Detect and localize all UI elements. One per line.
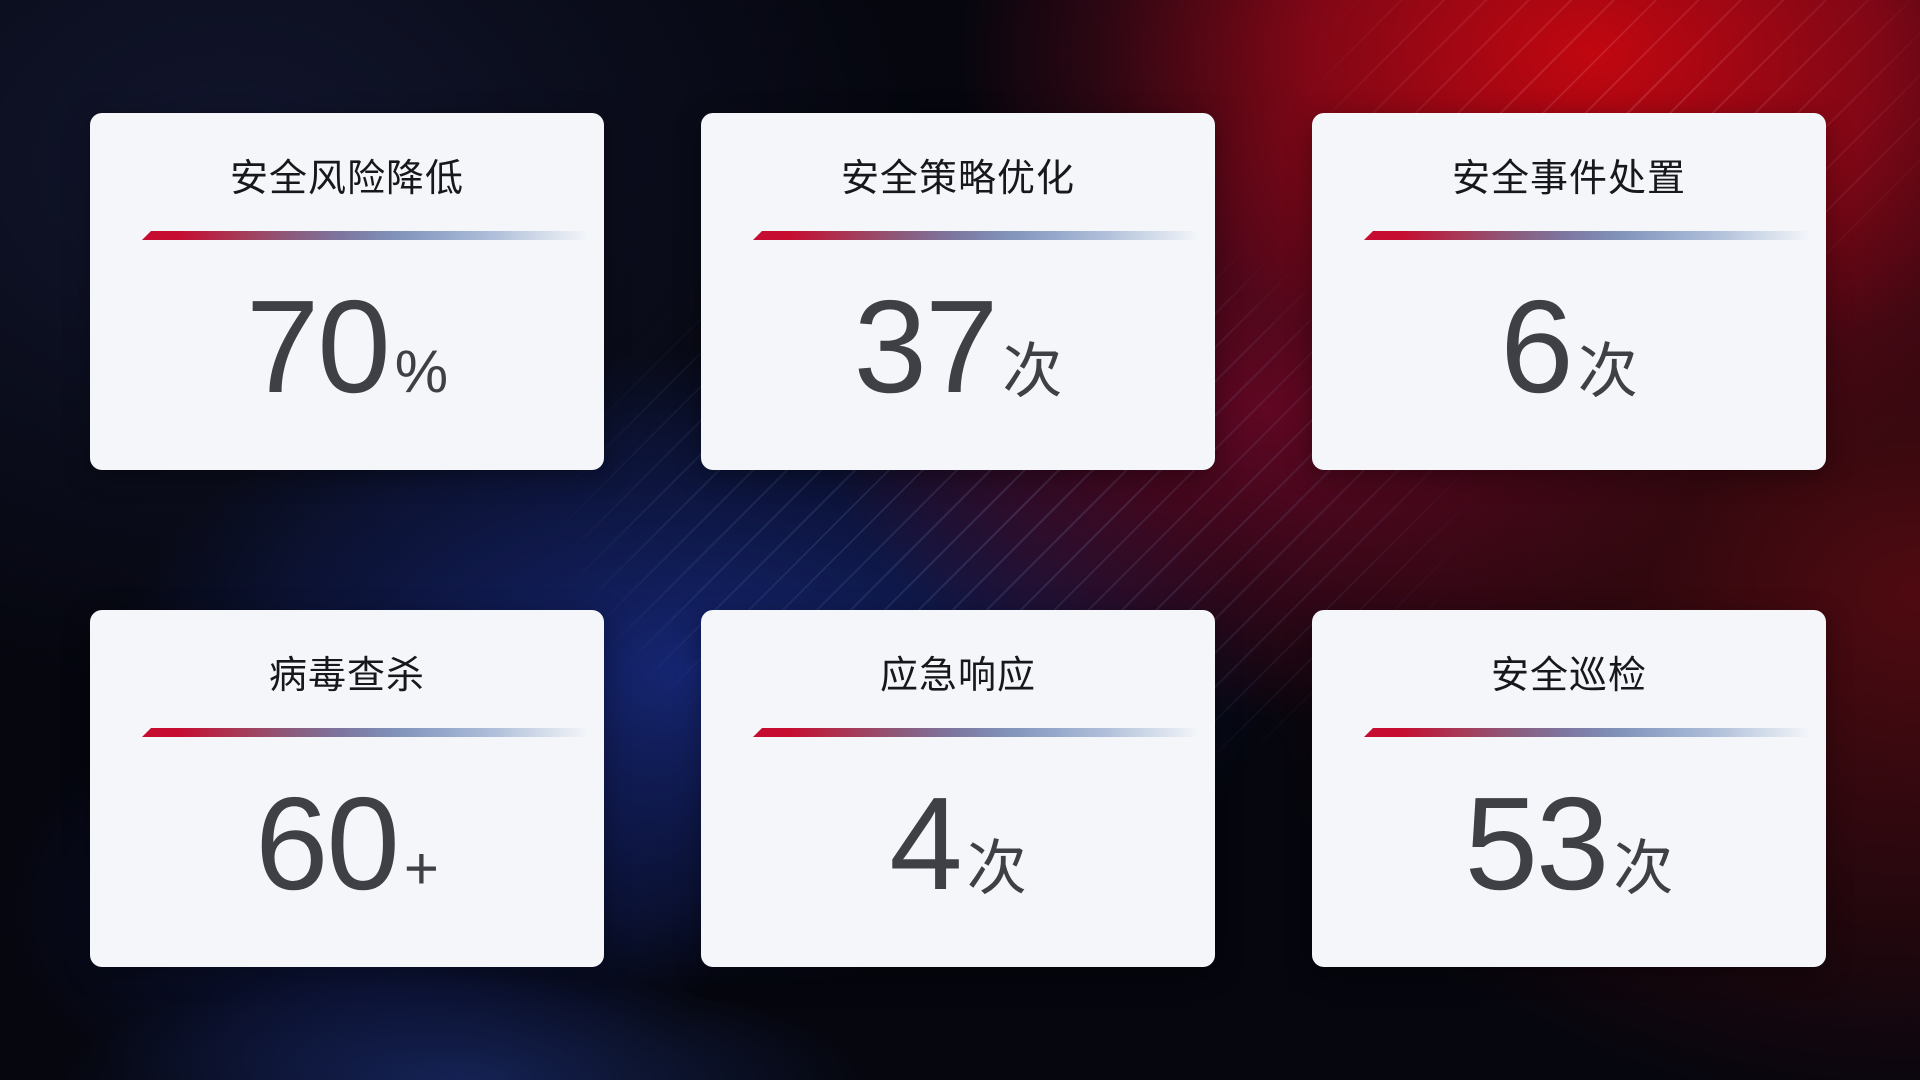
card-title: 安全事件处置 (1451, 158, 1686, 200)
divider-gradient-line (142, 728, 588, 737)
divider-gradient-line (753, 231, 1199, 240)
value-number: 4 (889, 770, 962, 917)
card-value: 53 次 (1312, 778, 1826, 910)
divider-gradient-line (142, 231, 588, 240)
value-unit: 次 (1577, 338, 1638, 405)
value-number: 70 (245, 273, 391, 420)
divider-gradient-line (1364, 728, 1810, 737)
card-title: 安全风险降低 (229, 158, 464, 200)
card-value: 60 + (90, 778, 604, 910)
value-number: 6 (1500, 273, 1573, 420)
card-title: 应急响应 (879, 655, 1036, 697)
card-title: 安全巡检 (1490, 655, 1647, 697)
value-unit: 次 (966, 835, 1027, 902)
card-title: 安全策略优化 (840, 158, 1075, 200)
value-number: 37 (853, 273, 999, 420)
value-number: 53 (1464, 770, 1610, 917)
stat-card-security-inspection: 安全巡检 53 次 (1312, 610, 1826, 967)
value-unit: 次 (1002, 338, 1063, 405)
divider-gradient-line (1364, 231, 1810, 240)
value-number: 60 (255, 770, 400, 917)
stat-card-virus-scan: 病毒查杀 60 + (90, 610, 604, 967)
card-value: 70% (90, 281, 604, 413)
value-unit: + (403, 835, 439, 902)
stat-card-risk-reduction: 安全风险降低 70% (90, 113, 604, 470)
card-title: 病毒查杀 (268, 655, 425, 697)
card-value: 37 次 (701, 281, 1215, 413)
stat-card-policy-optimization: 安全策略优化 37 次 (701, 113, 1215, 470)
value-unit: % (394, 338, 449, 405)
divider-gradient-line (753, 728, 1199, 737)
value-unit: 次 (1613, 835, 1674, 902)
